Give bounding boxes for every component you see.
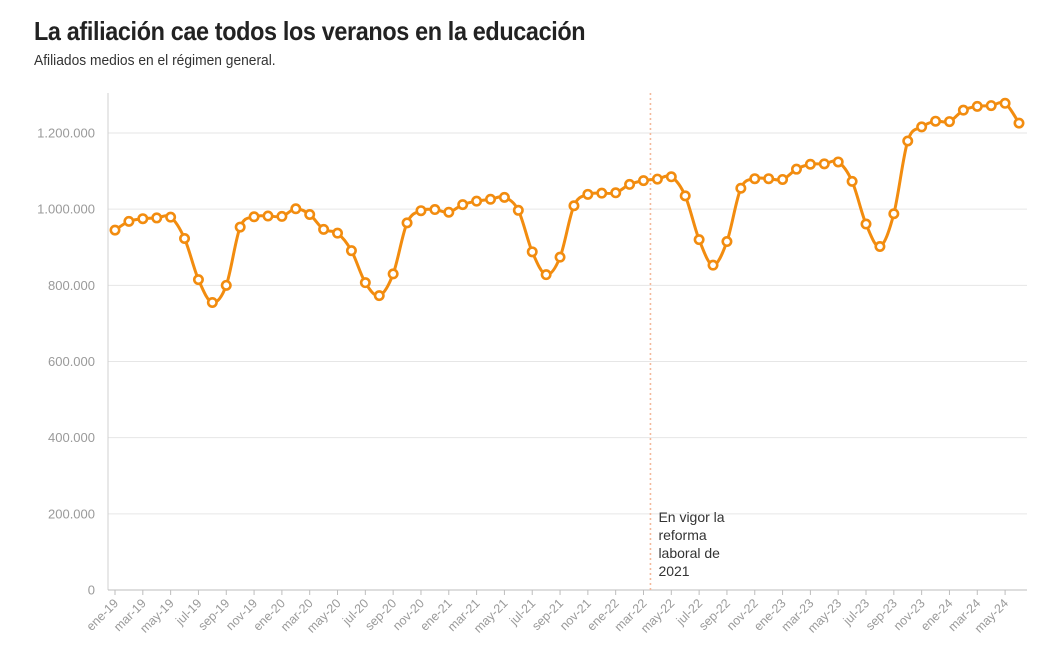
data-point — [1013, 117, 1025, 129]
y-tick-label: 1.000.000 — [37, 202, 95, 217]
y-axis-ticks: 0 200.000 400.000 600.000 800.000 1.000.000 1.… — [37, 126, 95, 598]
annotation-line-text: En vigor la — [658, 509, 724, 525]
data-point — [415, 205, 427, 217]
data-point — [554, 251, 566, 263]
data-point — [220, 279, 232, 291]
data-point — [888, 208, 900, 220]
y-tick-label: 1.200.000 — [37, 126, 95, 141]
data-point — [902, 135, 914, 147]
data-point — [304, 208, 316, 220]
data-point — [192, 274, 204, 286]
data-point — [498, 191, 510, 203]
data-point — [123, 215, 135, 227]
y-tick-label: 400.000 — [48, 430, 95, 445]
data-point — [179, 232, 191, 244]
y-tick-label: 0 — [88, 583, 95, 598]
data-point — [818, 158, 830, 170]
data-point — [999, 97, 1011, 109]
data-point — [512, 204, 524, 216]
data-point — [345, 245, 357, 257]
data-point — [318, 223, 330, 235]
data-point — [234, 221, 246, 233]
data-point — [916, 121, 928, 133]
data-point — [860, 218, 872, 230]
data-point — [540, 269, 552, 281]
series-line — [114, 100, 1021, 305]
y-tick-label: 200.000 — [48, 506, 95, 521]
data-point — [359, 277, 371, 289]
y-tick-label: 800.000 — [48, 278, 95, 293]
gridlines — [108, 132, 1027, 515]
data-point — [637, 175, 649, 187]
data-point — [610, 187, 622, 199]
data-point — [582, 188, 594, 200]
chart-title: La afiliación cae todos los veranos en l… — [34, 16, 586, 46]
data-point — [971, 100, 983, 112]
data-point — [151, 212, 163, 224]
data-point — [165, 211, 177, 223]
data-point — [332, 227, 344, 239]
series-markers — [109, 97, 1025, 308]
data-point — [290, 203, 302, 215]
data-point — [457, 199, 469, 211]
data-point — [651, 173, 663, 185]
data-point — [874, 240, 886, 252]
data-point — [721, 236, 733, 248]
data-point — [777, 173, 789, 185]
data-point — [735, 182, 747, 194]
data-point — [707, 259, 719, 271]
data-point — [387, 268, 399, 280]
annotation-line-text: laboral de — [658, 545, 720, 561]
data-point — [624, 178, 636, 190]
data-point — [137, 213, 149, 225]
data-point — [568, 200, 580, 212]
x-axis-ticks: ene-19mar-19may-19jul-19sep-19nov-19ene-… — [84, 590, 1011, 636]
data-point — [262, 210, 274, 222]
data-point — [832, 156, 844, 168]
data-point — [485, 193, 497, 205]
data-point — [526, 246, 538, 258]
annotation-text: En vigor la reforma laboral de 2021 — [658, 509, 724, 579]
data-point — [846, 175, 858, 187]
y-tick-label: 600.000 — [48, 354, 95, 369]
data-point — [804, 158, 816, 170]
data-point — [930, 115, 942, 127]
data-point — [665, 171, 677, 183]
data-point — [429, 204, 441, 216]
annotation-line-text: reforma — [658, 527, 706, 543]
data-point — [596, 187, 608, 199]
data-point — [957, 104, 969, 116]
data-point — [790, 163, 802, 175]
data-point — [248, 211, 260, 223]
data-point — [373, 290, 385, 302]
data-point — [109, 224, 121, 236]
annotation-line-text: 2021 — [658, 563, 689, 579]
data-point — [763, 173, 775, 185]
data-point — [749, 173, 761, 185]
data-point — [276, 210, 288, 222]
data-point — [206, 296, 218, 308]
data-point — [679, 190, 691, 202]
data-point — [693, 234, 705, 246]
data-point — [401, 217, 413, 229]
data-point — [943, 116, 955, 128]
data-point — [443, 206, 455, 218]
chart-subtitle: Afiliados medios en el régimen general. — [34, 52, 276, 69]
data-point — [985, 100, 997, 112]
data-point — [471, 195, 483, 207]
